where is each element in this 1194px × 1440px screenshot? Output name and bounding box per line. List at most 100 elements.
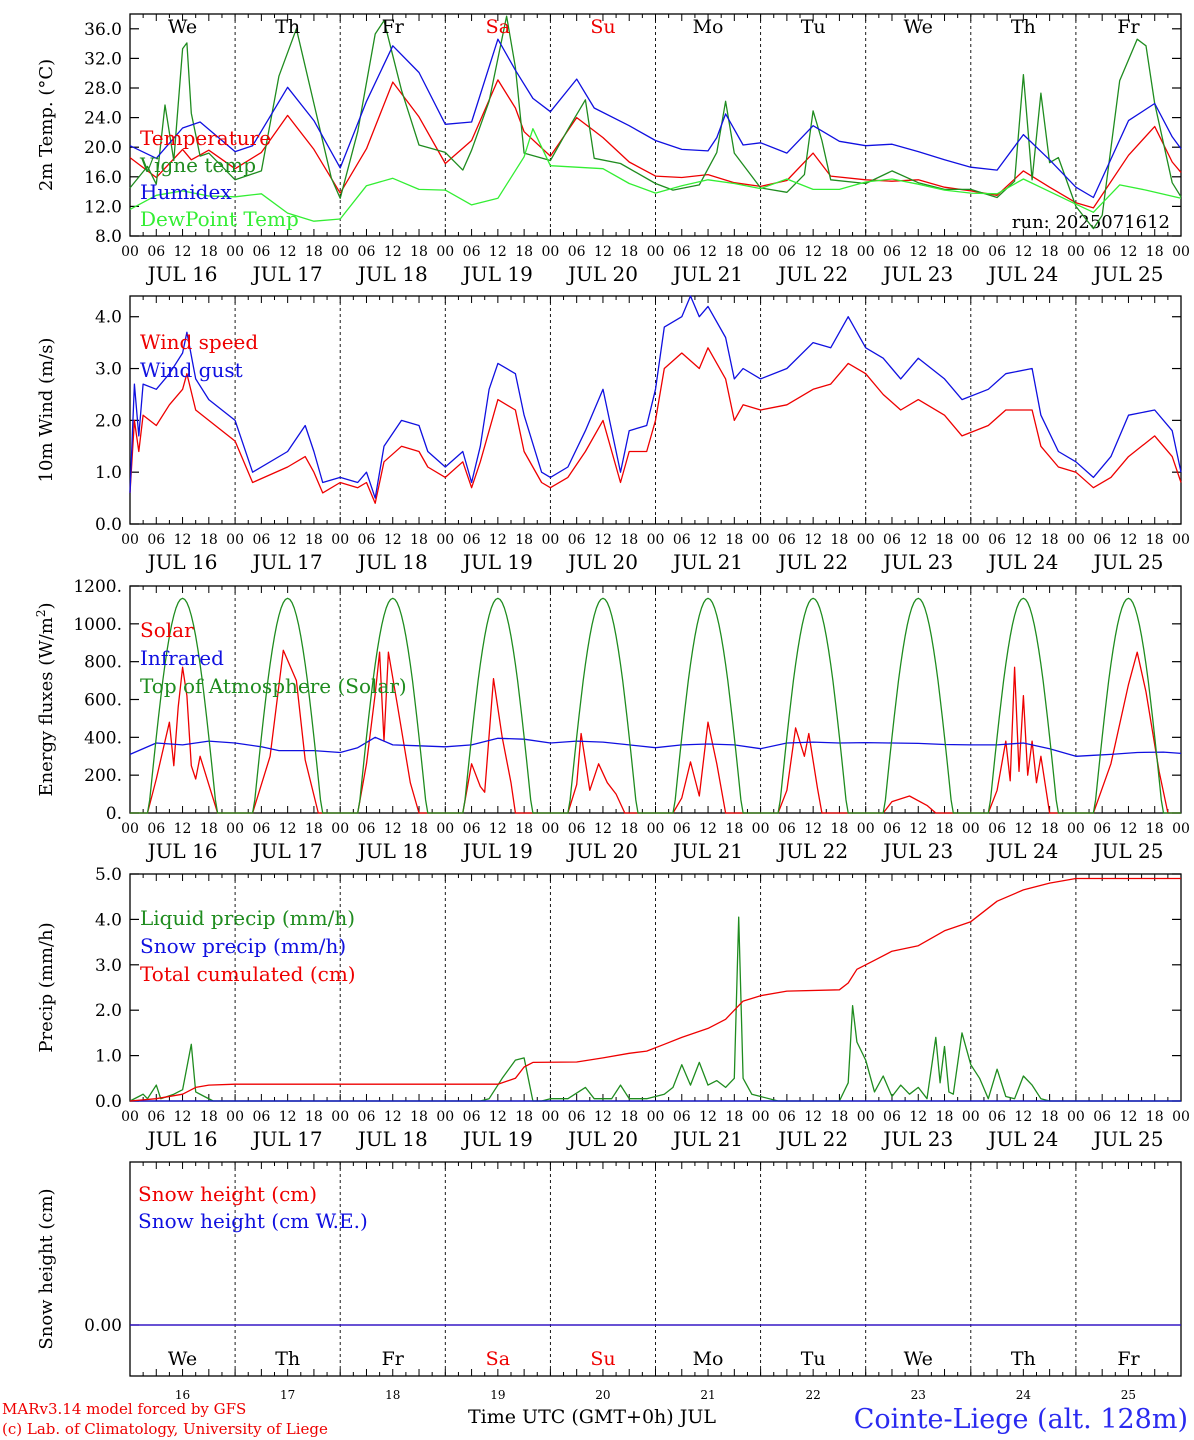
- hour-tick-label: 06: [568, 532, 586, 548]
- y-tick-label: 0.00: [84, 1316, 122, 1336]
- hour-tick-label: 12: [279, 821, 297, 837]
- legend-entry: DewPoint Temp: [140, 207, 299, 231]
- hour-tick-label: 00: [226, 532, 244, 548]
- hour-tick-label: 06: [778, 244, 796, 260]
- hour-tick-label: 06: [778, 821, 796, 837]
- y-tick-label: 1200.: [73, 577, 122, 597]
- date-label: JUL 20: [566, 1127, 638, 1151]
- weekday-label-bottom: Su: [590, 1348, 615, 1370]
- date-label: JUL 22: [776, 550, 848, 574]
- hour-tick-label: 12: [1014, 244, 1032, 260]
- legend-entry: Wind speed: [140, 330, 258, 354]
- hour-tick-label: 06: [883, 1109, 901, 1125]
- date-label: JUL 22: [776, 839, 848, 863]
- hour-tick-label: 12: [1014, 1109, 1032, 1125]
- hour-tick-label: 12: [1120, 1109, 1138, 1125]
- hour-tick-label: 06: [252, 1109, 270, 1125]
- date-label: JUL 17: [251, 550, 323, 574]
- panel-3: [129, 585, 1182, 814]
- hour-tick-label: 18: [1041, 532, 1059, 548]
- hour-tick-label: 18: [410, 244, 428, 260]
- y-axis-label: Snow height (cm): [36, 1188, 57, 1349]
- series-line-humidex: [129, 38, 1182, 199]
- credit-line-2: (c) Lab. of Climatology, University of L…: [2, 1420, 328, 1438]
- y-tick-label: 0.0: [95, 515, 122, 535]
- weekday-label-bottom: We: [904, 1348, 933, 1370]
- y-axis-label: Energy fluxes (W/m2): [34, 602, 57, 796]
- hour-tick-label: 06: [463, 1109, 481, 1125]
- hour-tick-label: 12: [804, 532, 822, 548]
- hour-tick-label: 06: [778, 1109, 796, 1125]
- hour-tick-label: 18: [1041, 1109, 1059, 1125]
- hour-tick-label: 06: [988, 821, 1006, 837]
- legend-entry: Top of Atmosphere (Solar): [140, 674, 407, 698]
- hour-tick-label: 00: [1172, 532, 1190, 548]
- hour-tick-label: 06: [988, 532, 1006, 548]
- hour-tick-label: 18: [936, 1109, 954, 1125]
- hour-tick-label: 12: [804, 1109, 822, 1125]
- series-line-total-cumulated-cm: [129, 877, 1181, 1102]
- date-label: JUL 19: [461, 839, 533, 863]
- weekday-label-bottom: Fr: [382, 1348, 405, 1370]
- hour-tick-label: 12: [174, 244, 192, 260]
- hour-tick-label: 00: [541, 821, 559, 837]
- hour-tick-label: 12: [909, 821, 927, 837]
- hour-tick-label: 00: [331, 821, 349, 837]
- hour-tick-label: 00: [647, 1109, 665, 1125]
- hour-tick-label: 12: [804, 821, 822, 837]
- hour-tick-label: 06: [1093, 244, 1111, 260]
- hour-tick-label: 00: [541, 1109, 559, 1125]
- y-tick-label: 28.0: [84, 79, 122, 99]
- legend-entry: Total cumulated (cm): [140, 962, 356, 986]
- hour-tick-label: 12: [279, 532, 297, 548]
- hour-tick-label: 00: [647, 821, 665, 837]
- hour-tick-label: 12: [489, 244, 507, 260]
- hour-tick-label: 06: [147, 532, 165, 548]
- hour-tick-label: 06: [673, 1109, 691, 1125]
- date-label: JUL 17: [251, 262, 323, 286]
- hour-tick-label: 06: [463, 821, 481, 837]
- date-label: JUL 23: [881, 839, 953, 863]
- date-label: JUL 21: [671, 262, 743, 286]
- date-label: JUL 22: [776, 262, 848, 286]
- hour-tick-label: 18: [620, 1109, 638, 1125]
- hour-tick-label: 00: [962, 821, 980, 837]
- date-label: JUL 23: [881, 550, 953, 574]
- hour-tick-label: 00: [1067, 532, 1085, 548]
- date-label: JUL 24: [986, 1127, 1058, 1151]
- hour-tick-label: 18: [620, 532, 638, 548]
- hour-tick-label: 12: [279, 244, 297, 260]
- date-label: JUL 16: [146, 1127, 218, 1151]
- hour-tick-label: 12: [384, 1109, 402, 1125]
- hour-tick-label: 12: [174, 1109, 192, 1125]
- date-label: JUL 18: [356, 839, 428, 863]
- day-number-label: 17: [280, 1388, 295, 1402]
- date-label: JUL 23: [881, 1127, 953, 1151]
- hour-tick-label: 12: [1120, 244, 1138, 260]
- day-number-label: 19: [490, 1388, 505, 1402]
- hour-tick-label: 06: [463, 532, 481, 548]
- hour-tick-label: 18: [515, 532, 533, 548]
- hour-tick-label: 18: [1146, 821, 1164, 837]
- legend-entry: Snow precip (mm/h): [140, 934, 346, 958]
- date-label: JUL 18: [356, 262, 428, 286]
- hour-tick-label: 00: [752, 1109, 770, 1125]
- hour-tick-label: 12: [909, 532, 927, 548]
- day-number-label: 20: [595, 1388, 610, 1402]
- hour-tick-label: 12: [489, 821, 507, 837]
- date-label: JUL 25: [1091, 839, 1163, 863]
- hour-tick-label: 12: [174, 532, 192, 548]
- hour-tick-label: 12: [384, 244, 402, 260]
- hour-tick-label: 18: [200, 1109, 218, 1125]
- hour-tick-label: 00: [1067, 821, 1085, 837]
- y-tick-label: 1.0: [95, 1047, 122, 1067]
- hour-tick-label: 00: [541, 244, 559, 260]
- hour-tick-label: 00: [647, 532, 665, 548]
- panel-2: [129, 295, 1182, 525]
- date-label: JUL 18: [356, 550, 428, 574]
- series-line-dewpoint-temp: [129, 128, 1182, 222]
- hour-tick-label: 18: [831, 532, 849, 548]
- hour-tick-label: 06: [1093, 532, 1111, 548]
- hour-tick-label: 06: [988, 244, 1006, 260]
- y-tick-label: 3.0: [95, 360, 122, 380]
